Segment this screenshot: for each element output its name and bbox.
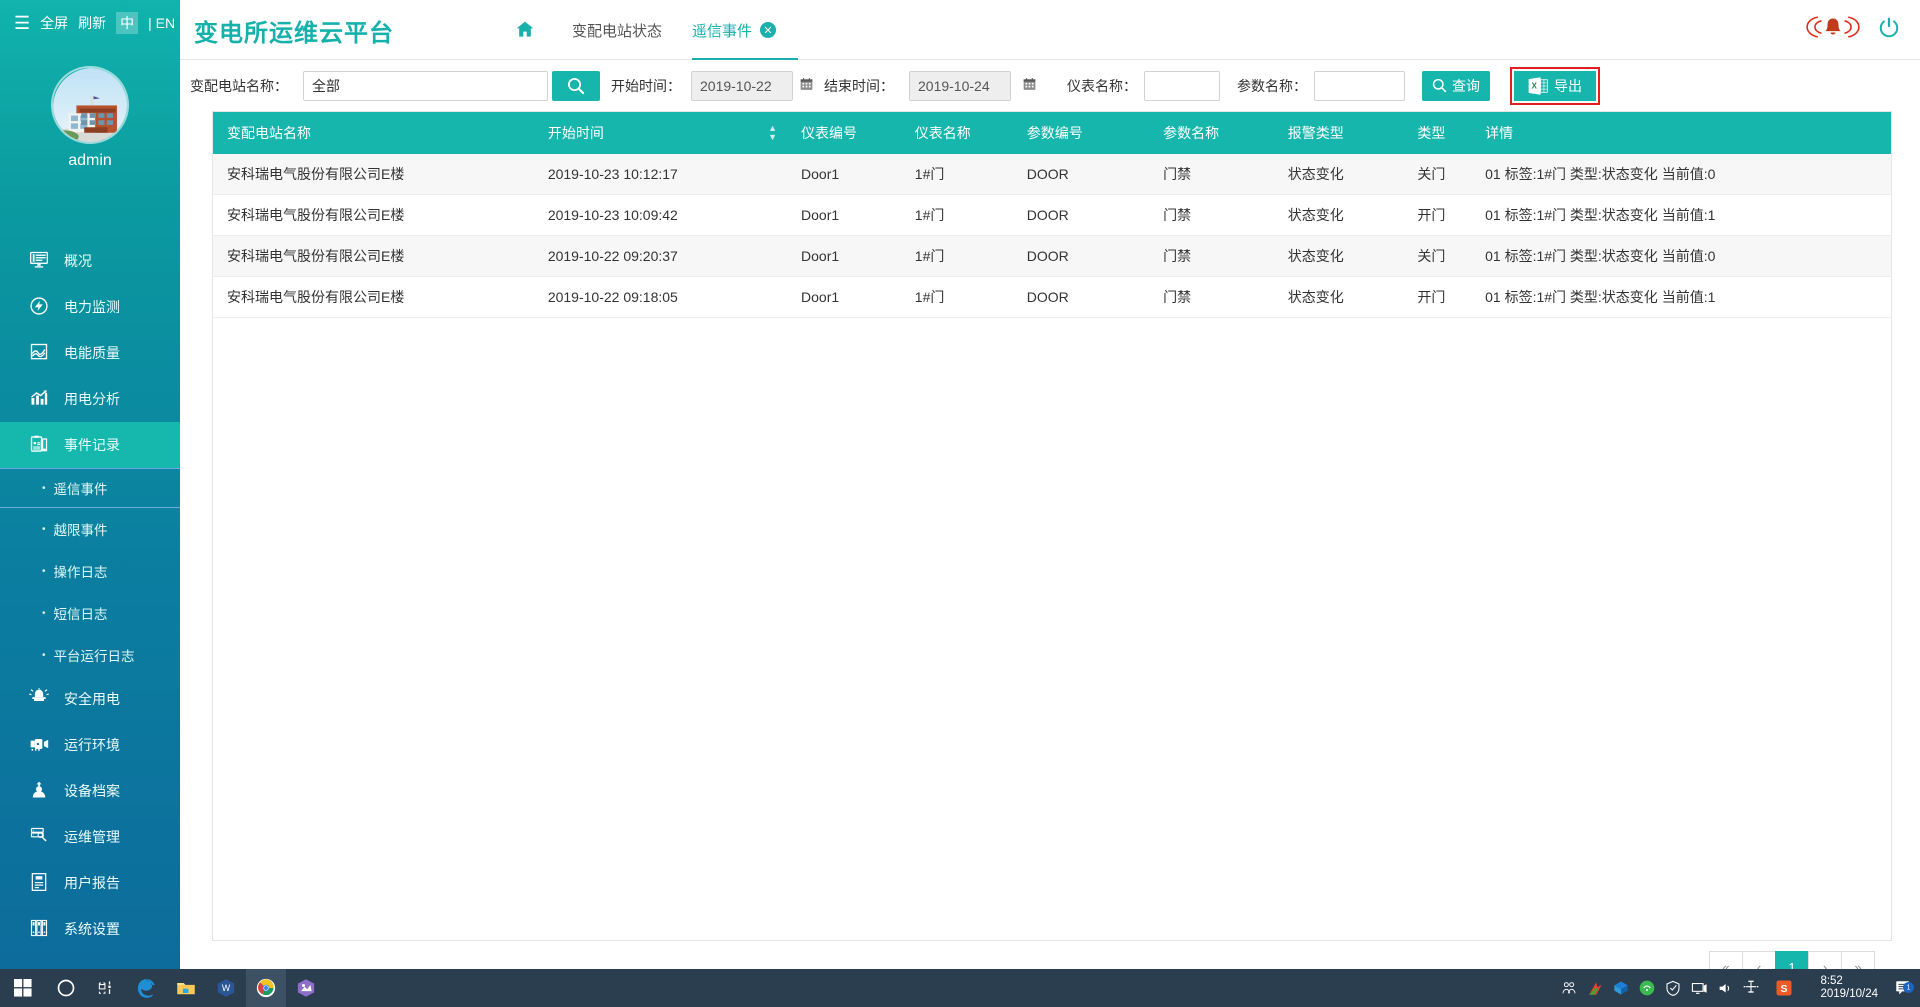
svg-text:1: 1	[1907, 985, 1911, 992]
svg-text:S: S	[1781, 983, 1788, 995]
svg-text:X: X	[1532, 81, 1538, 90]
svg-text:W: W	[222, 983, 231, 993]
